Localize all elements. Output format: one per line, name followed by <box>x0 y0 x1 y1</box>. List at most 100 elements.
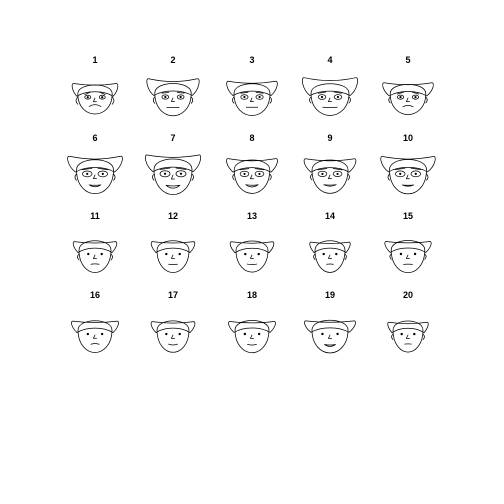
left-eye <box>244 252 247 256</box>
face-outline <box>156 240 190 273</box>
face-3: 3 <box>226 55 278 116</box>
left-eyebrow <box>317 91 327 94</box>
hair <box>309 241 351 253</box>
left-eye <box>400 332 403 336</box>
right-eye <box>413 332 416 336</box>
right-eyebrow <box>175 167 187 170</box>
face-outline <box>389 84 427 115</box>
nose <box>93 97 97 103</box>
face-outline <box>233 83 271 116</box>
right-pupil <box>258 95 261 99</box>
face-label: 13 <box>247 211 257 221</box>
left-ear <box>387 173 390 181</box>
face-outline <box>235 240 269 273</box>
left-eye <box>317 94 327 100</box>
face-label: 4 <box>327 55 332 65</box>
face-label: 16 <box>90 290 100 300</box>
mouth <box>247 344 257 346</box>
face-outline <box>77 84 113 115</box>
nose <box>250 334 254 339</box>
right-eye <box>335 252 338 256</box>
face-label: 14 <box>325 211 335 221</box>
face-outline <box>77 320 113 353</box>
left-ear <box>74 173 77 181</box>
left-ear <box>391 333 394 340</box>
hair <box>382 82 434 97</box>
nose <box>406 334 410 339</box>
mouth <box>90 343 100 345</box>
right-eyebrow <box>332 168 343 171</box>
right-eye <box>176 94 185 100</box>
left-ear <box>310 173 313 181</box>
left-eye <box>84 94 92 100</box>
mouth <box>165 184 181 189</box>
left-eyebrow <box>159 167 171 170</box>
left-ear <box>152 173 155 181</box>
face-outline <box>153 158 193 195</box>
right-ear <box>269 173 272 181</box>
mouth <box>88 104 102 107</box>
face-outline <box>392 320 424 353</box>
left-pupil <box>321 172 324 176</box>
face-16: 16 <box>71 290 119 353</box>
nose <box>328 254 332 259</box>
face-label: 6 <box>92 133 97 143</box>
left-eyebrow <box>396 91 405 95</box>
right-eyebrow <box>98 91 106 95</box>
face-10: 10 <box>380 133 436 195</box>
right-ear <box>422 333 425 340</box>
face-1: 1 <box>71 55 119 115</box>
right-ear <box>344 253 347 260</box>
left-eye <box>317 170 328 178</box>
right-eyebrow <box>254 168 265 171</box>
left-eye <box>82 170 93 178</box>
right-pupil <box>336 95 340 99</box>
right-eye <box>413 252 417 256</box>
left-ear <box>389 253 392 260</box>
left-ear <box>309 96 312 104</box>
hair <box>71 320 119 333</box>
face-label: 11 <box>90 211 100 221</box>
nose <box>250 254 254 259</box>
face-label: 2 <box>170 55 175 65</box>
right-ear <box>111 96 115 105</box>
right-eyebrow <box>176 92 185 94</box>
right-pupil <box>414 96 417 99</box>
nose <box>93 174 97 179</box>
right-ear <box>190 96 194 104</box>
left-eye <box>322 252 325 256</box>
left-pupil <box>243 95 246 99</box>
nose <box>406 254 410 259</box>
right-eye <box>97 170 108 178</box>
face-5: 5 <box>382 55 434 115</box>
mouth <box>168 343 178 346</box>
left-ear <box>232 173 235 181</box>
left-eye <box>86 332 90 336</box>
right-eye <box>98 94 106 100</box>
right-eye <box>254 170 265 178</box>
face-label: 9 <box>327 133 332 143</box>
nose <box>328 334 332 339</box>
hair <box>226 158 278 173</box>
left-ear <box>77 253 80 261</box>
right-eye <box>410 170 421 178</box>
left-eye <box>239 170 250 178</box>
face-14: 14 <box>309 211 351 273</box>
face-outline <box>234 320 270 354</box>
mouth <box>245 184 259 188</box>
nose <box>171 334 175 339</box>
face-label: 12 <box>168 211 178 221</box>
face-7: 7 <box>145 133 201 195</box>
face-9: 9 <box>303 133 357 194</box>
left-pupil <box>86 96 89 99</box>
face-label: 5 <box>405 55 410 65</box>
right-eye <box>255 94 264 100</box>
hair <box>150 241 196 253</box>
hair <box>71 83 119 97</box>
mouth <box>88 184 102 188</box>
face-2: 2 <box>146 55 200 117</box>
right-eye <box>178 252 181 256</box>
right-eye <box>257 252 260 256</box>
mouth <box>324 344 336 347</box>
